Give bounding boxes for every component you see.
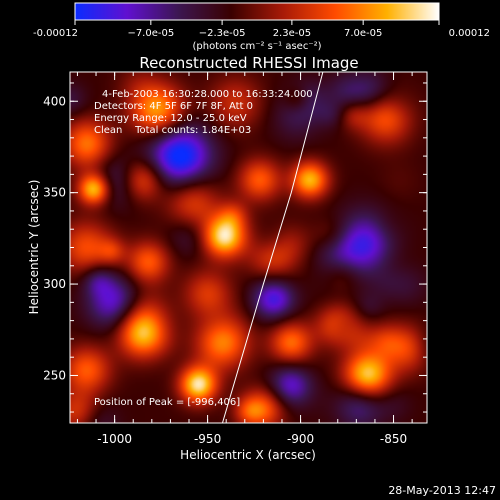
y-tick-label: 400 (43, 94, 66, 108)
annotation-detectors: Detectors: 4F 5F 6F 7F 8F, Att 0 (94, 101, 253, 112)
y-axis: 250 300 350 400 (43, 82, 427, 413)
y-tick-label: 350 (43, 186, 66, 200)
annotation-block: 4-Feb-2003 16:30:28.000 to 16:33:24.000 … (94, 89, 313, 136)
x-tick-label: -850 (380, 432, 407, 446)
colorbar-tick-label: −7.0e-05 (127, 28, 174, 39)
x-tick-label: -950 (194, 432, 221, 446)
chart-title: Reconstructed RHESSI Image (139, 54, 358, 72)
y-axis-label: Heliocentric Y (arcsec) (27, 180, 41, 315)
colorbar: -0.00012 −7.0e-05 −2.3e-05 2.3e-05 7.0e-05 0.… (33, 2, 490, 52)
annotation-time-range: 4-Feb-2003 16:30:28.000 to 16:33:24.000 (102, 89, 313, 100)
x-tick-label: -1000 (97, 432, 132, 446)
colorbar-tick-label: 7.0e-05 (344, 28, 382, 39)
solar-limb-line (221, 72, 324, 423)
colorbar-ticks: -0.00012 −7.0e-05 −2.3e-05 2.3e-05 7.0e-05 0.… (33, 20, 490, 39)
colorbar-unit-label: (photons cm⁻² s⁻¹ asec⁻²) (192, 41, 321, 52)
colorbar-tick-label: 0.00012 (449, 28, 490, 39)
annotation-energy-range: Energy Range: 12.0 - 25.0 keV (94, 113, 247, 124)
x-tick-label: -900 (287, 432, 314, 446)
colorbar-tick-label: -0.00012 (33, 28, 78, 39)
x-axis: -1000 -950 -900 -850 (76, 72, 413, 446)
peak-position-label: Position of Peak = [-996,406] (94, 397, 240, 408)
colorbar-tick-label: 2.3e-05 (273, 28, 311, 39)
y-tick-label: 250 (43, 368, 66, 382)
y-tick-label: 300 (43, 277, 66, 291)
heatmap-image (70, 72, 427, 423)
colorbar-gradient (74, 2, 440, 21)
annotation-clean-counts: Clean Total counts: 1.84E+03 (94, 125, 251, 136)
colorbar-tick-label: −2.3e-05 (199, 28, 246, 39)
footer-timestamp: 28-May-2013 12:47 (388, 484, 496, 497)
x-axis-label: Heliocentric X (arcsec) (180, 448, 316, 462)
